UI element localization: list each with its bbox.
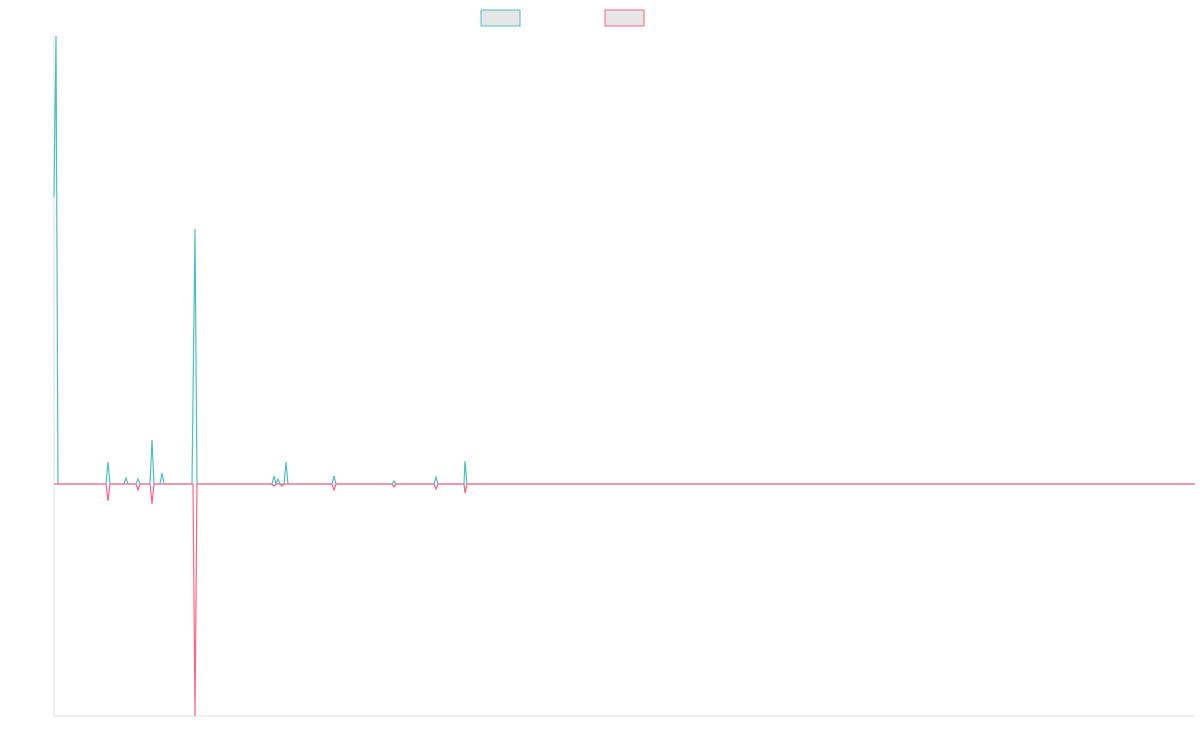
series-line [54, 483, 1195, 717]
series-line [53, 35, 1195, 486]
legend-swatch [604, 9, 645, 27]
legend-swatch [480, 9, 521, 27]
